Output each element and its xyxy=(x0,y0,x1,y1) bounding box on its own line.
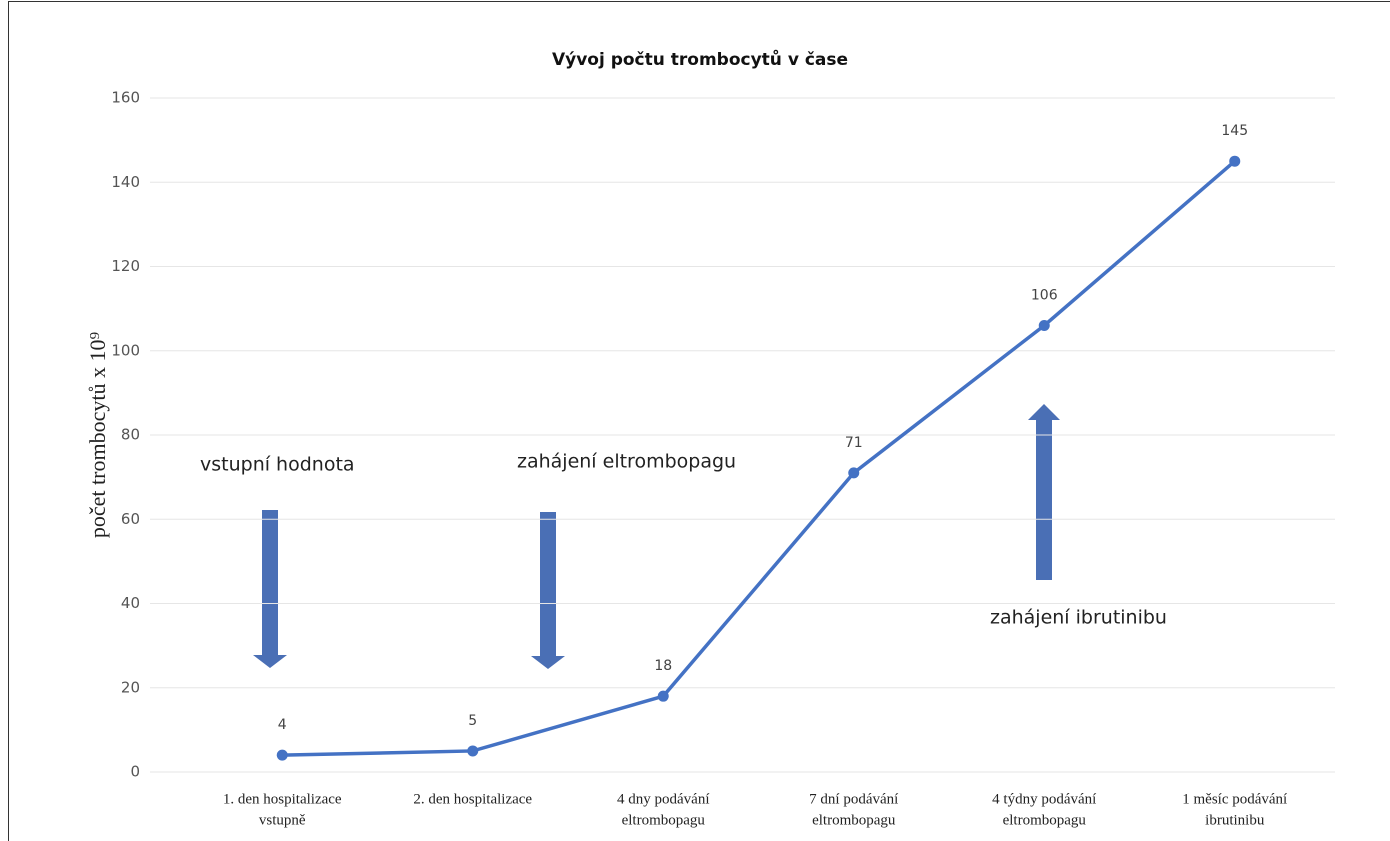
x-tick-label: ibrutinibu xyxy=(1205,812,1265,828)
point xyxy=(1229,155,1241,167)
x-tick-label: 4 dny podávání xyxy=(617,791,709,807)
frame xyxy=(8,1,1390,841)
x-tick-label: 4 týdny podávání xyxy=(992,791,1096,807)
annotation: zahájení ibrutinibu xyxy=(990,607,1167,629)
y-tick-label: 0 xyxy=(130,763,140,781)
line xyxy=(282,159,1236,757)
x-tick-label: vstupně xyxy=(259,812,306,828)
y-axis-label: počet trombocytů x 10⁹ xyxy=(85,332,110,539)
data-label: 71 xyxy=(845,435,863,451)
x-tick-label: eltrombopagu xyxy=(1003,812,1087,828)
x-tick-label: 2. den hospitalizace xyxy=(413,791,532,807)
arrow-down xyxy=(531,512,565,669)
data-label: 5 xyxy=(468,713,477,729)
data-label: 106 xyxy=(1031,287,1058,303)
point xyxy=(657,690,669,702)
arrow-up xyxy=(1028,404,1060,580)
y-tick-label: 120 xyxy=(111,257,140,275)
arrow-down xyxy=(253,510,287,668)
data-label: 4 xyxy=(278,717,287,733)
x-tick-label: eltrombopagu xyxy=(812,812,896,828)
x-tick-label: 1 měsíc podávání xyxy=(1182,791,1287,807)
point xyxy=(848,467,860,479)
y-tick-label: 100 xyxy=(111,341,140,359)
y-tick-label: 140 xyxy=(111,173,140,191)
data-label: 18 xyxy=(654,658,672,674)
x-tick-label: 7 dní podávání xyxy=(809,791,898,807)
point xyxy=(276,749,288,761)
y-tick-label: 20 xyxy=(121,678,140,696)
y-tick-label: 160 xyxy=(111,89,140,107)
arrows xyxy=(253,404,1060,669)
y-tick-label: 40 xyxy=(121,594,140,612)
x-tick-label: 1. den hospitalizace xyxy=(223,791,342,807)
annotation: zahájení eltrombopagu xyxy=(517,451,736,473)
x-tick-label: eltrombopagu xyxy=(622,812,706,828)
chart-title: Vývoj počtu trombocytů v čase xyxy=(552,48,848,70)
y-tick-label: 80 xyxy=(121,426,140,444)
data-label: 145 xyxy=(1221,123,1248,139)
annotation: vstupní hodnota xyxy=(200,454,355,476)
y-tick-label: 60 xyxy=(121,510,140,528)
point xyxy=(1038,319,1050,331)
point xyxy=(467,745,479,757)
